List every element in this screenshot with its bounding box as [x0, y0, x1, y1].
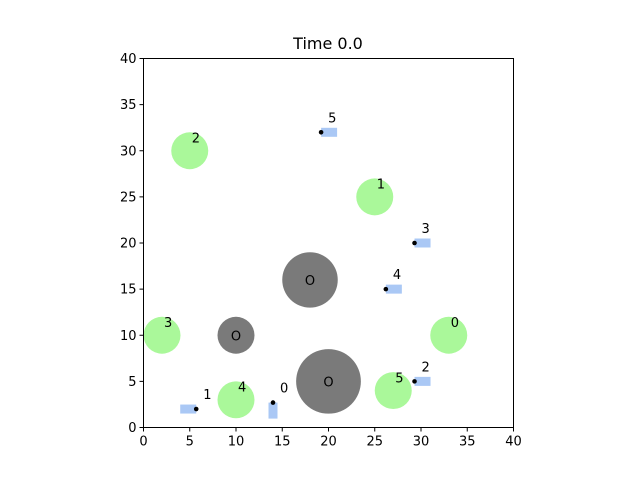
agent-dot-2 — [412, 379, 417, 384]
y-axis: 0 5 10 15 20 25 30 35 40 — [120, 52, 144, 436]
obstacle-label-2: O — [323, 375, 333, 390]
agent-label-1: 1 — [203, 388, 211, 403]
x-axis: 0 5 10 15 20 25 30 35 40 — [139, 427, 522, 450]
goal-circle-2 — [171, 132, 209, 170]
agent-dot-5 — [318, 130, 324, 135]
y-tick-label-40: 40 — [120, 52, 137, 67]
goal-label-4: 4 — [238, 381, 246, 396]
x-tick-label-30: 30 — [413, 435, 430, 450]
y-tick-label-30: 30 — [120, 144, 137, 159]
goal-label-3: 3 — [164, 316, 172, 331]
obstacle-label-0: O — [305, 274, 315, 289]
agent-body-4 — [385, 284, 402, 294]
agent-body-2 — [414, 376, 431, 386]
agent-label-4: 4 — [393, 268, 401, 283]
labels-layer: 0 1 2 3 4 5 O O O 0 1 2 3 4 5 — [164, 111, 459, 403]
x-tick-label-0: 0 — [139, 435, 147, 450]
x-tick-label-25: 25 — [366, 435, 383, 450]
agent-label-3: 3 — [422, 222, 430, 237]
goal-circle-3 — [143, 316, 181, 354]
y-tick-label-35: 35 — [120, 98, 137, 113]
agent-body-0 — [268, 402, 278, 419]
x-tick-label-40: 40 — [505, 435, 522, 450]
y-tick-label-10: 10 — [120, 329, 137, 344]
agent-dot-0 — [270, 400, 276, 405]
x-tick-label-35: 35 — [459, 435, 476, 450]
obstacle-circle-0 — [282, 252, 338, 308]
x-tick-label-5: 5 — [186, 435, 194, 450]
agent-body-3 — [414, 238, 431, 248]
y-tick-label-5: 5 — [128, 375, 136, 390]
x-tick-label-15: 15 — [274, 435, 291, 450]
obstacle-circle-2 — [296, 349, 361, 414]
x-tick-label-20: 20 — [320, 435, 337, 450]
agent-body-5 — [321, 127, 338, 137]
y-tick-label-15: 15 — [120, 283, 137, 298]
goal-label-1: 1 — [377, 178, 385, 193]
goal-label-2: 2 — [192, 131, 200, 146]
goal-label-5: 5 — [395, 371, 403, 386]
agent-dot-4 — [383, 286, 389, 292]
y-tick-label-25: 25 — [120, 190, 137, 205]
agent-label-5: 5 — [328, 111, 336, 126]
goal-circle-5 — [374, 372, 412, 410]
goal-label-0: 0 — [451, 316, 459, 331]
obstacle-label-1: O — [231, 329, 241, 344]
y-tick-label-0: 0 — [128, 421, 136, 436]
agent-dot-3 — [412, 240, 417, 246]
goals-layer — [143, 132, 468, 419]
goal-circle-1 — [356, 178, 394, 216]
agent-label-2: 2 — [422, 360, 430, 375]
agent-dot-1 — [193, 406, 199, 412]
agents-layer — [180, 127, 431, 419]
agent-label-0: 0 — [280, 382, 288, 397]
goal-circle-0 — [430, 316, 468, 354]
x-tick-label-10: 10 — [228, 435, 245, 450]
obstacle-circle-1 — [217, 316, 255, 354]
agent-body-1 — [180, 404, 197, 414]
obstacles-layer — [217, 252, 361, 414]
y-tick-label-20: 20 — [120, 237, 137, 252]
goal-circle-4 — [217, 381, 255, 419]
chart-title: Time 0.0 — [292, 34, 363, 53]
